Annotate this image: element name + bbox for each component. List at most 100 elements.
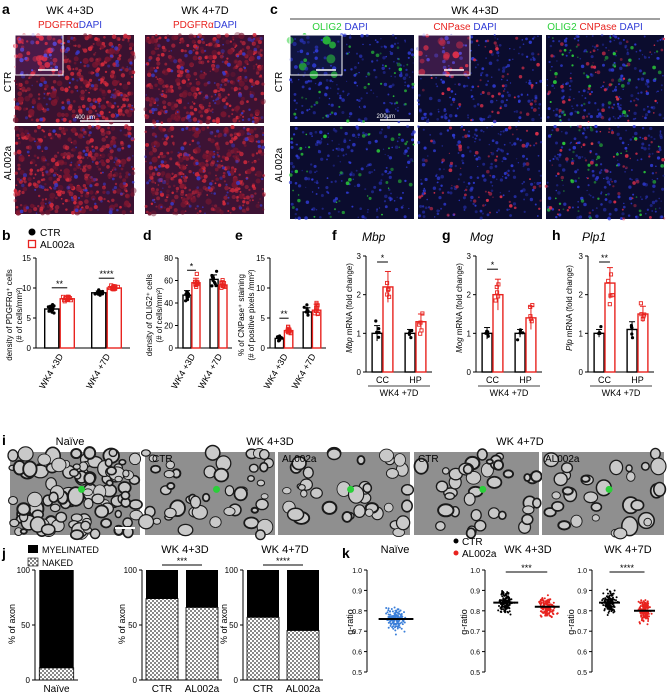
micrograph-c-merge-al-signal [651, 179, 653, 181]
micrograph-a-al-3d-signal [69, 163, 73, 167]
micrograph-c-cnpase-ctr-signal [522, 43, 525, 46]
micrograph-c-cnpase-ctr-signal [500, 99, 505, 104]
axon [150, 464, 162, 474]
micrograph-a-al-3d-signal [35, 140, 42, 148]
micrograph-c-merge-ctr-signal [583, 50, 586, 53]
micrograph-a-al-3d-signal [66, 185, 71, 190]
micrograph-c-cnpase-ctr-signal [470, 89, 473, 92]
micrograph-c-merge-al-signal [556, 172, 560, 176]
axon [362, 482, 373, 494]
micrograph-a-ctr-7d-signal [238, 93, 243, 98]
panel-b-ylabel1: density of PDGFRα⁺ cells [5, 269, 14, 361]
micrograph-a-al-3d-signal [20, 132, 25, 137]
micrograph-a-ctr-3d-signal [43, 80, 47, 85]
micrograph-c-olig2-ctr-signal [370, 89, 372, 91]
y-tick-label: 2 [467, 291, 472, 300]
micrograph-c-merge-ctr-signal [563, 39, 568, 43]
micrograph-a-ctr-7d-signal [147, 69, 151, 74]
micrograph-c-olig2-ctr-signal [396, 109, 399, 112]
micrograph-a-ctr-7d-signal [156, 78, 159, 80]
micrograph-c-olig2-ctr-signal [408, 112, 411, 116]
micrograph-a-al-3d-signal [34, 173, 37, 176]
data-point [496, 282, 501, 287]
micrograph-a-al-3d-signal [28, 154, 30, 157]
micrograph-c-cnpase-al-signal [482, 162, 486, 166]
micrograph-a-ctr-3d-signal [131, 104, 134, 107]
data-point [400, 627, 403, 630]
panel-k-7d-title: WK 4+7D [604, 544, 651, 556]
micrograph-a-ctr-3d-signal [98, 114, 101, 117]
y-tick-label: 20 [164, 322, 173, 331]
micrograph-c-olig2-ctr-signal [348, 36, 352, 39]
panel-a-scalebar-label: 400 μm [75, 115, 95, 121]
micrograph-c-olig2-ctr-signal [399, 64, 403, 67]
micrograph-c-cnpase-al-signal [529, 197, 534, 202]
micrograph-a-al-7d-signal [165, 173, 172, 181]
micrograph-c-merge-ctr-signal [619, 115, 622, 118]
micrograph-c-cnpase-ctr-signal [440, 78, 443, 81]
panel-i-naive: Naïve [56, 436, 85, 448]
micrograph-a-al-3d-signal [111, 177, 115, 181]
data-point [93, 292, 97, 296]
y-tick-label: 80 [164, 254, 173, 263]
micrograph-a-al-3d-signal [37, 205, 40, 208]
micrograph-c-olig2-ctr-signal [289, 78, 293, 82]
micrograph-c-cnpase-ctr-signal [518, 116, 522, 120]
data-point [599, 325, 603, 329]
data-point [387, 609, 390, 612]
micrograph-a-ctr-7d-signal [169, 101, 176, 108]
micrograph-c-merge-al-signal [558, 202, 562, 206]
x-tick-label: WK4 +3D [262, 352, 290, 391]
micrograph-c-merge-ctr-signal [556, 60, 558, 62]
y-tick-label: 0.6 [352, 650, 362, 657]
micrograph-c-cnpase-al-signal [502, 130, 505, 133]
micrograph-a-ctr-7d-signal [259, 48, 263, 52]
micrograph-c-olig2-ctr-signal [295, 101, 298, 105]
micrograph-a-ctr-3d-signal [61, 105, 65, 110]
micrograph-a-al-3d-signal [92, 125, 94, 128]
micrograph-a-ctr-7d-signal [212, 54, 217, 60]
micrograph-c-cnpase-ctr-signal [479, 103, 484, 108]
legend-naked: NAKED [42, 558, 74, 568]
micrograph-a-al-3d-signal [105, 143, 110, 149]
micrograph-c-merge-ctr-signal [659, 38, 662, 41]
micrograph-c-olig2-al-signal [349, 139, 351, 142]
micrograph-a-al-7d-signal [172, 178, 175, 181]
micrograph-c-olig2-al-signal [407, 160, 411, 164]
micrograph-c-olig2-ctr-signal [406, 63, 409, 66]
micrograph-a-al-3d-signal [84, 205, 90, 210]
micrograph-c-merge-al-signal [640, 146, 644, 150]
micrograph-c-merge-al-signal [592, 174, 595, 177]
micrograph-c-merge-ctr-signal [650, 106, 653, 109]
micrograph-a-ctr-7d-signal [236, 55, 239, 58]
micrograph-c-merge-ctr-signal [622, 77, 626, 80]
bar-al002a [218, 284, 228, 349]
micrograph-a-al-3d-signal [128, 173, 131, 176]
micrograph-a-al-3d-signal [17, 140, 21, 145]
data-point [212, 280, 216, 284]
micrograph-a-al-3d-signal [77, 200, 83, 207]
micrograph-a-al-3d-signal [67, 177, 72, 182]
micrograph-c-cnpase-ctr-signal [445, 113, 448, 115]
micrograph-a-al-7d-signal [234, 168, 237, 171]
micrograph-c-cnpase-al-signal [459, 167, 462, 170]
micrograph-c-cnpase-ctr-signal [416, 99, 420, 102]
micrograph-a-ctr-3d-signal [100, 62, 105, 66]
micrograph-c-olig2-al-signal [294, 217, 297, 220]
micrograph-c-cnpase-ctr-signal [467, 77, 470, 79]
micrograph-a-al-7d-signal [159, 192, 165, 197]
micrograph-c-merge-al-signal [558, 163, 562, 167]
micrograph-a-ctr-7d-signal [155, 76, 158, 79]
micrograph-c-cnpase-al-signal [439, 132, 443, 136]
micrograph-a-al-3d-signal [131, 171, 136, 176]
micrograph-a-al-7d-signal [190, 156, 194, 160]
micrograph-a-ctr-7d-signal [175, 78, 181, 84]
micrograph-c-olig2-ctr-signal [372, 92, 375, 94]
micrograph-a-ctr-3d-signal [21, 86, 26, 91]
micrograph-a-al-7d-signal [162, 180, 167, 185]
micrograph-a-al-7d-signal [194, 172, 200, 177]
micrograph-c-cnpase-ctr-signal [476, 63, 480, 66]
axon [209, 516, 222, 528]
micrograph-c-olig2-al-signal [329, 215, 332, 219]
axon [570, 514, 583, 528]
